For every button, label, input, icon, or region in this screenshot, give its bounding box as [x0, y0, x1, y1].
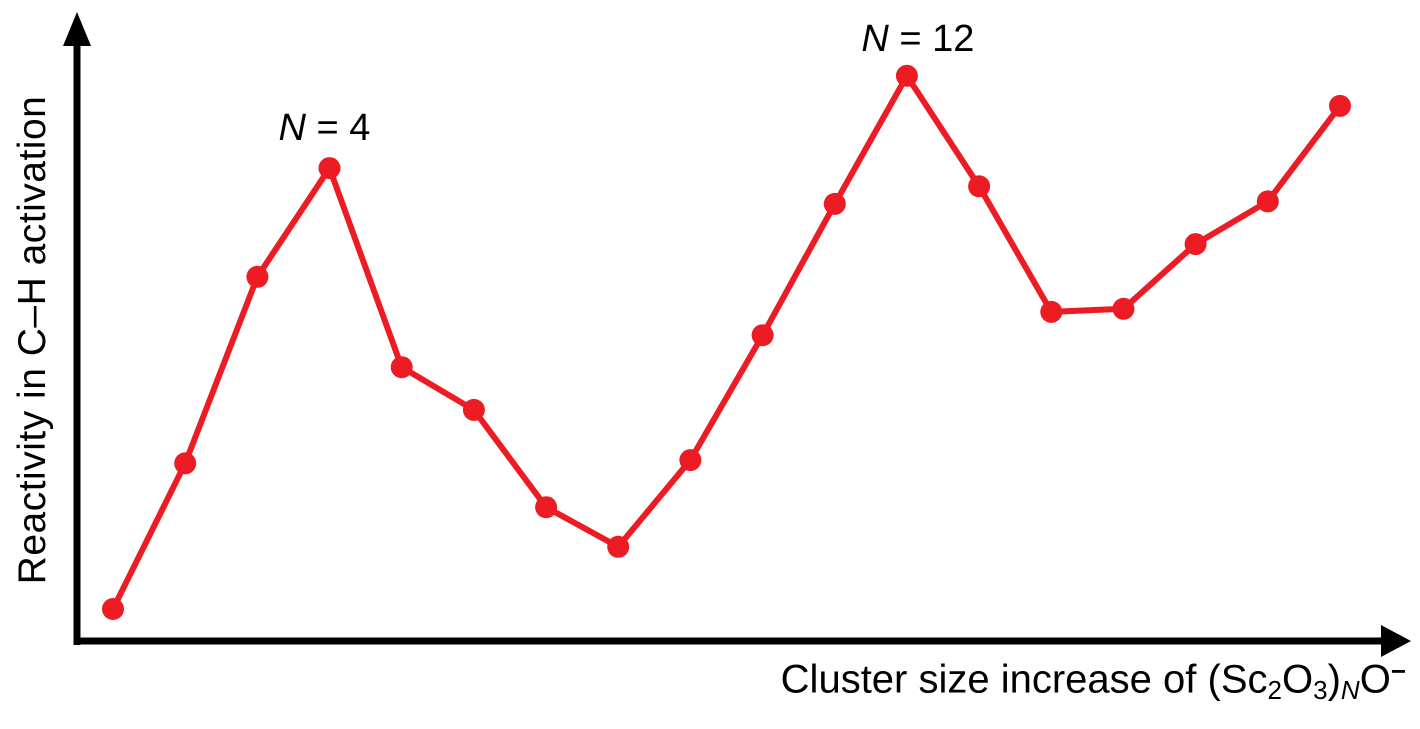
- data-point: [246, 265, 269, 288]
- x-axis-label-segment: 3: [1313, 675, 1328, 706]
- x-axis-label-segment: O: [1359, 657, 1391, 702]
- data-point: [1112, 297, 1135, 320]
- x-axis-label: Cluster size increase of (Sc2O3)NO−: [781, 656, 1406, 706]
- data-point: [1184, 233, 1207, 256]
- data-point: [1040, 300, 1063, 323]
- data-point: [174, 452, 197, 475]
- data-point: [102, 598, 124, 620]
- x-axis-label-segment: N: [1340, 675, 1360, 706]
- data-point: [1256, 190, 1279, 213]
- data-point: [390, 356, 413, 379]
- x-axis-label-segment: ): [1327, 657, 1341, 702]
- data-point: [318, 157, 341, 180]
- x-axis-label-segment: O: [1281, 657, 1314, 702]
- data-point: [968, 175, 991, 198]
- data-point: [823, 192, 846, 215]
- x-axis-label-segment: −: [1390, 656, 1406, 686]
- data-point: [751, 324, 774, 347]
- data-point: [895, 64, 918, 87]
- x-axis-label-segment: Cluster size increase of (Sc: [780, 657, 1268, 702]
- x-axis-label-segment: 2: [1267, 675, 1282, 706]
- data-point: [535, 496, 558, 519]
- peak-annotation-n12: N = 12: [861, 18, 974, 60]
- y-axis-arrowhead-icon: [63, 12, 91, 46]
- data-point: [607, 535, 630, 558]
- x-axis-arrowhead-icon: [1381, 625, 1411, 657]
- peak-annotation-n4: N = 4: [279, 107, 371, 149]
- data-point: [679, 449, 702, 472]
- reactivity-line: [110, 72, 1343, 612]
- y-axis-label: Reactivity in C–H activation: [11, 95, 54, 585]
- data-point: [462, 398, 485, 421]
- data-point: [1329, 94, 1351, 117]
